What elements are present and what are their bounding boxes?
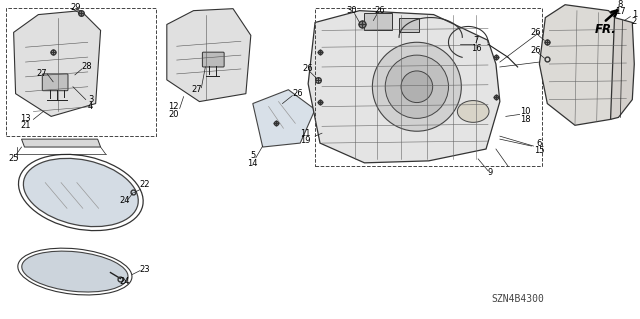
Ellipse shape (22, 251, 128, 292)
Polygon shape (22, 139, 100, 147)
Polygon shape (540, 5, 631, 125)
Text: 24: 24 (119, 277, 129, 286)
Circle shape (385, 55, 449, 118)
Text: 13: 13 (20, 114, 31, 123)
Text: 30: 30 (346, 6, 357, 15)
Text: 26: 26 (530, 46, 541, 55)
Circle shape (401, 71, 433, 103)
Text: 21: 21 (20, 121, 31, 130)
Text: 26: 26 (292, 89, 303, 98)
Text: 27: 27 (191, 85, 202, 94)
Polygon shape (13, 11, 100, 116)
Text: 17: 17 (615, 7, 626, 16)
Text: 10: 10 (520, 107, 531, 116)
Text: 3: 3 (88, 95, 93, 104)
Text: 7: 7 (474, 36, 479, 45)
Text: 11: 11 (300, 129, 310, 138)
Text: 16: 16 (471, 44, 481, 53)
Bar (399, 18, 419, 33)
Text: SZN4B4300: SZN4B4300 (492, 294, 544, 304)
Text: 9: 9 (488, 168, 493, 177)
Text: 23: 23 (140, 265, 150, 274)
Text: 26: 26 (530, 28, 541, 37)
Text: 20: 20 (168, 110, 179, 119)
FancyBboxPatch shape (202, 52, 224, 67)
Text: 24: 24 (119, 196, 129, 205)
Text: 4: 4 (88, 102, 93, 111)
Text: 14: 14 (248, 159, 258, 168)
Text: 2: 2 (632, 17, 637, 26)
Text: 15: 15 (534, 146, 545, 155)
Text: 25: 25 (8, 154, 19, 163)
Text: 18: 18 (520, 115, 531, 124)
Text: 22: 22 (140, 180, 150, 189)
FancyBboxPatch shape (42, 74, 68, 91)
Polygon shape (308, 11, 500, 163)
Text: 12: 12 (168, 102, 179, 111)
Text: 6: 6 (537, 138, 542, 148)
Text: 26: 26 (374, 6, 385, 15)
Bar (6, 8, 156, 136)
Circle shape (372, 42, 461, 131)
Text: 19: 19 (300, 136, 310, 145)
Text: 1: 1 (632, 10, 637, 19)
Polygon shape (611, 18, 634, 119)
Text: 8: 8 (618, 0, 623, 9)
Ellipse shape (24, 158, 138, 226)
Polygon shape (253, 90, 315, 147)
Ellipse shape (458, 100, 489, 122)
Bar (315, 8, 542, 166)
Text: 27: 27 (36, 70, 47, 78)
Text: 5: 5 (250, 152, 255, 160)
Bar (364, 13, 392, 30)
Text: 26: 26 (303, 64, 314, 73)
Text: 29: 29 (70, 3, 81, 12)
Text: 28: 28 (81, 63, 92, 71)
Text: FR.: FR. (595, 23, 616, 35)
Polygon shape (167, 9, 251, 101)
